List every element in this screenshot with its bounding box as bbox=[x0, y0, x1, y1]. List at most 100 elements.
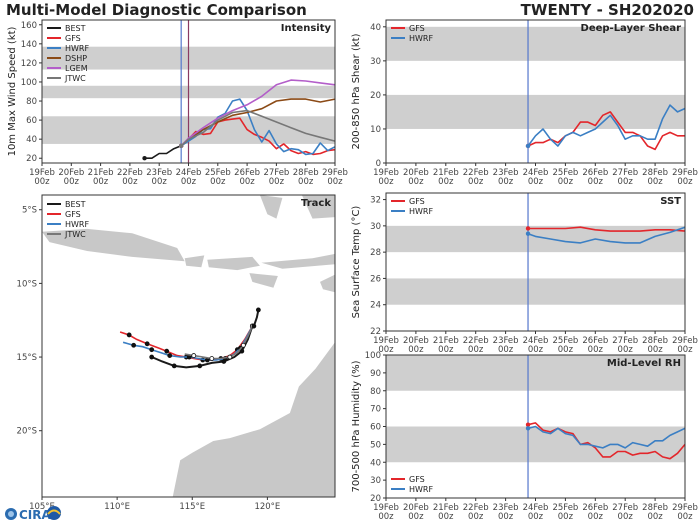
sst-shade-band bbox=[386, 225, 685, 253]
rh-xtick-label: 22Feb bbox=[463, 503, 489, 513]
rh-ytick-label: 90 bbox=[370, 369, 381, 379]
sst-ytick-label: 30 bbox=[370, 222, 381, 232]
shear-title: Deep-Layer Shear bbox=[581, 23, 682, 34]
sst-xtick-label: 23Feb bbox=[493, 336, 519, 346]
intensity-xtick-hour: 00z bbox=[64, 177, 80, 187]
rh-xtick-label: 27Feb bbox=[612, 503, 638, 513]
sst-xtick-hour: 00z bbox=[618, 345, 634, 355]
intensity-xtick-hour: 00z bbox=[239, 177, 255, 187]
track-point-best bbox=[197, 363, 203, 369]
rh-shade-band bbox=[386, 426, 685, 463]
shear-xtick-hour: 00z bbox=[438, 177, 454, 187]
sst-title: SST bbox=[660, 196, 681, 207]
intensity-ytick-label: 140 bbox=[21, 40, 37, 50]
intensity-legend-jtwc: JTWC bbox=[64, 74, 86, 83]
sst-xtick-label: 24Feb bbox=[523, 336, 549, 346]
shear-series-start-hwrf bbox=[525, 143, 531, 149]
intensity-series-start-best bbox=[142, 156, 147, 161]
track-point-best bbox=[149, 354, 155, 360]
cira-logo: CIRA bbox=[5, 506, 61, 522]
intensity-xtick-label: 20Feb bbox=[58, 168, 84, 178]
sst-xtick-hour: 00z bbox=[647, 345, 663, 355]
storm-title: TWENTY - SH202020 bbox=[521, 1, 694, 19]
rh-xtick-label: 28Feb bbox=[642, 503, 668, 513]
land-mass bbox=[172, 342, 335, 497]
rh-xtick-hour: 00z bbox=[588, 512, 604, 522]
intensity-legend-hwrf: HWRF bbox=[65, 44, 89, 53]
shear-shade-band bbox=[386, 94, 685, 129]
shear-xtick-label: 28Feb bbox=[642, 168, 668, 178]
land-mass bbox=[184, 255, 205, 268]
sst-frame bbox=[385, 192, 686, 332]
rh-xtick-label: 19Feb bbox=[373, 503, 399, 513]
shear-legend-hwrf: HWRF bbox=[409, 34, 433, 43]
rh-xtick-label: 24Feb bbox=[523, 503, 549, 513]
intensity-legend-best: BEST bbox=[65, 24, 86, 33]
shear-xtick-hour: 00z bbox=[408, 177, 424, 187]
track-point-hwrf bbox=[131, 342, 137, 348]
sst-xtick-label: 29Feb bbox=[672, 336, 698, 346]
sst-xtick-hour: 00z bbox=[498, 345, 514, 355]
sst-xtick-hour: 00z bbox=[558, 345, 574, 355]
rh-ytick-label: 80 bbox=[370, 387, 381, 397]
sst-xtick-label: 27Feb bbox=[612, 336, 638, 346]
track-point-jtwc bbox=[240, 342, 246, 348]
land-mass bbox=[249, 273, 278, 288]
rh-xtick-hour: 00z bbox=[647, 512, 663, 522]
shear-ylabel: 200-850 hPa Shear (kt) bbox=[351, 33, 362, 149]
rh-series-hwrf bbox=[527, 425, 686, 449]
track-point-hwrf bbox=[167, 353, 173, 358]
figure-title: Multi-Model Diagnostic Comparison bbox=[6, 1, 307, 19]
shear-legend-gfs: GFS bbox=[409, 24, 425, 33]
sst-legend-hwrf: HWRF bbox=[409, 207, 433, 216]
rh-xtick-hour: 00z bbox=[677, 512, 693, 522]
shear-ytick-label: 30 bbox=[370, 57, 381, 67]
track-point-gfs bbox=[126, 332, 132, 338]
track-point-best bbox=[255, 307, 261, 313]
rh-xtick-label: 26Feb bbox=[582, 503, 608, 513]
sst-xtick-label: 22Feb bbox=[463, 336, 489, 346]
rh-series-start-hwrf bbox=[525, 426, 531, 431]
intensity-xtick-label: 24Feb bbox=[176, 168, 202, 178]
rh-xtick-label: 25Feb bbox=[552, 503, 578, 513]
rh-xtick-label: 20Feb bbox=[403, 503, 429, 513]
intensity-series-best bbox=[144, 145, 182, 159]
intensity-xtick-label: 23Feb bbox=[146, 168, 172, 178]
track-series-jtwc bbox=[184, 325, 254, 360]
shear-ytick-label: 10 bbox=[370, 125, 381, 135]
shear-xtick-hour: 00z bbox=[618, 177, 634, 187]
shear-xtick-label: 19Feb bbox=[373, 168, 399, 178]
shear-xtick-label: 26Feb bbox=[582, 168, 608, 178]
intensity-ytick-label: 120 bbox=[21, 59, 37, 69]
track-ytick-label: 5°S bbox=[22, 206, 37, 216]
shear-ytick-label: 40 bbox=[370, 23, 381, 33]
shear-xtick-hour: 00z bbox=[677, 177, 693, 187]
sst-ytick-label: 22 bbox=[370, 327, 381, 337]
intensity-xtick-hour: 00z bbox=[93, 177, 109, 187]
sst-ytick-label: 32 bbox=[370, 196, 381, 206]
intensity-ytick-label: 80 bbox=[26, 97, 37, 107]
logo-text: CIRA bbox=[19, 508, 52, 522]
intensity-xtick-hour: 00z bbox=[269, 177, 285, 187]
track-point-jtwc bbox=[209, 356, 215, 361]
track-point-best bbox=[171, 363, 177, 369]
track-ytick-label: 15°S bbox=[17, 353, 37, 363]
intensity-legend-lgem: LGEM bbox=[65, 64, 88, 73]
shear-xtick-hour: 00z bbox=[468, 177, 484, 187]
shear-xtick-label: 22Feb bbox=[463, 168, 489, 178]
track-legend-jtwc: JTWC bbox=[64, 230, 86, 239]
rh-ytick-label: 50 bbox=[370, 440, 381, 450]
track-panel: 105°E 110°E 115°E 120°E 5°S 10°S 15°S 20°S Track… bbox=[17, 194, 336, 512]
shear-series-hwrf bbox=[527, 104, 686, 147]
shear-panel: 01020304019Feb00z20Feb00z21Feb00z22Feb00… bbox=[351, 19, 698, 187]
shear-ytick-label: 0 bbox=[376, 159, 381, 169]
intensity-ytick-label: 40 bbox=[26, 135, 37, 145]
intensity-title: Intensity bbox=[281, 23, 332, 34]
sst-plot-bg bbox=[386, 193, 685, 331]
sst-series-hwrf bbox=[527, 226, 686, 244]
shear-xtick-hour: 00z bbox=[528, 177, 544, 187]
track-point-gfs bbox=[164, 348, 170, 354]
track-xtick-label: 105°E bbox=[29, 502, 55, 512]
rh-xtick-hour: 00z bbox=[408, 512, 424, 522]
